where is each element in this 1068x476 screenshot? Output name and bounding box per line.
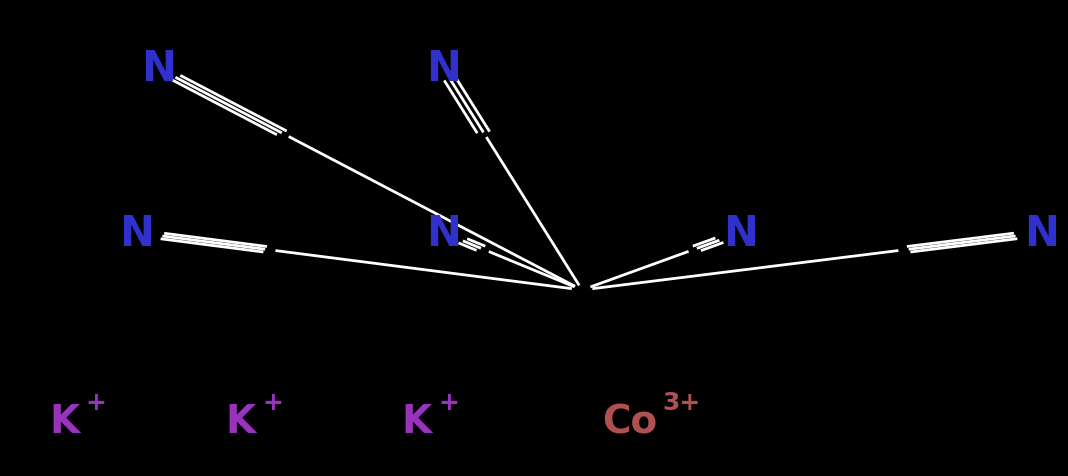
Text: N: N [723, 212, 757, 254]
Text: +: + [438, 390, 459, 414]
Text: N: N [1024, 212, 1058, 254]
Text: K: K [49, 402, 79, 440]
Text: N: N [426, 48, 460, 90]
Text: +: + [262, 390, 283, 414]
Text: N: N [141, 48, 175, 90]
Text: N: N [426, 212, 460, 254]
Text: Co: Co [602, 402, 658, 440]
Text: +: + [85, 390, 107, 414]
Text: K: K [402, 402, 431, 440]
Text: K: K [225, 402, 255, 440]
Text: N: N [120, 212, 154, 254]
Text: 3+: 3+ [662, 390, 701, 414]
